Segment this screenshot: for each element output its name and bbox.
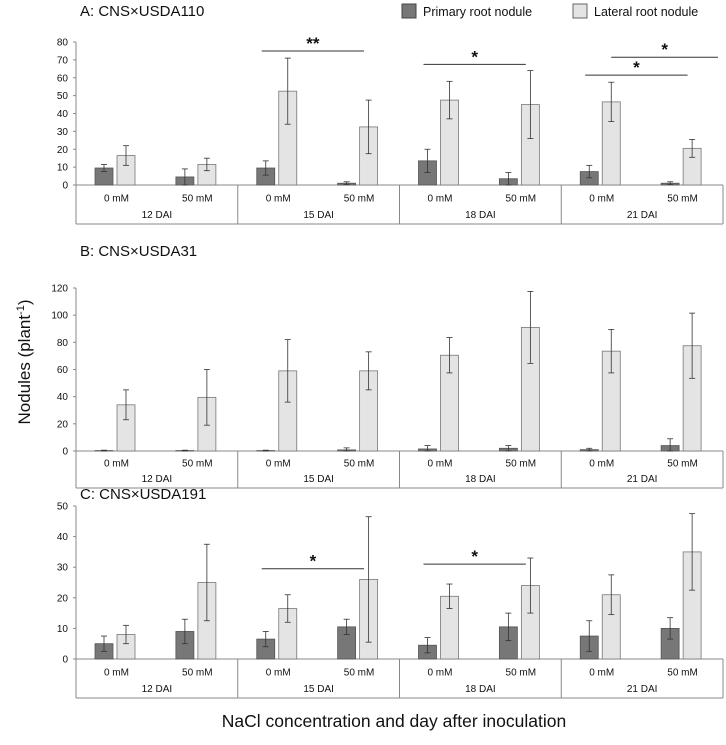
- group-label: 21 DAI: [627, 474, 658, 485]
- nacl-label: 0 mM: [266, 459, 291, 470]
- group-label: 18 DAI: [465, 684, 496, 695]
- y-tick-label: 20: [57, 145, 69, 156]
- y-tick-label: 0: [62, 447, 68, 458]
- significance-marker: *: [471, 47, 478, 66]
- group-label: 12 DAI: [142, 684, 173, 695]
- legend-swatch-primary: [402, 4, 416, 18]
- nacl-label: 50 mM: [182, 668, 213, 679]
- y-tick-label: 40: [57, 392, 69, 403]
- nacl-label: 0 mM: [589, 194, 614, 205]
- panel-0: A: CNS×USDA110 0 10 20 30 40 50 60 70 80 12 DAI 0 m…: [57, 3, 723, 224]
- significance-marker: *: [471, 547, 478, 566]
- y-tick-label: 30: [57, 127, 69, 138]
- group-label: 18 DAI: [465, 210, 496, 221]
- x-axis-label: NaCl concentration and day after inocula…: [222, 711, 566, 731]
- y-axis-label: Nodules (plant-1): [15, 299, 34, 424]
- y-tick-label: 0: [62, 181, 68, 192]
- y-axis-label-close: ): [15, 299, 34, 305]
- nacl-label: 0 mM: [104, 194, 129, 205]
- nacl-label: 0 mM: [266, 668, 291, 679]
- group-label: 12 DAI: [142, 210, 173, 221]
- nacl-label: 50 mM: [344, 194, 375, 205]
- legend-label-lateral: Lateral root nodule: [594, 5, 698, 19]
- nacl-label: 0 mM: [427, 668, 452, 679]
- nacl-label: 50 mM: [182, 194, 213, 205]
- legend: Primary root nodule Lateral root nodule: [402, 4, 698, 19]
- nacl-label: 0 mM: [266, 194, 291, 205]
- nacl-label: 50 mM: [182, 459, 213, 470]
- y-tick-label: 10: [57, 163, 69, 174]
- nacl-label: 50 mM: [344, 459, 375, 470]
- y-tick-label: 20: [57, 593, 69, 604]
- y-tick-label: 30: [57, 563, 69, 574]
- nacl-label: 50 mM: [667, 668, 698, 679]
- nacl-label: 50 mM: [506, 668, 537, 679]
- panel-title: A: CNS×USDA110: [80, 3, 204, 20]
- nacl-label: 50 mM: [667, 459, 698, 470]
- y-tick-label: 40: [57, 532, 69, 543]
- significance-marker: *: [661, 40, 668, 59]
- significance-marker: *: [310, 552, 317, 571]
- nacl-label: 50 mM: [344, 668, 375, 679]
- y-tick-label: 50: [57, 91, 69, 102]
- y-tick-label: 10: [57, 624, 69, 635]
- significance-marker: *: [633, 58, 640, 77]
- nacl-label: 0 mM: [589, 668, 614, 679]
- y-tick-label: 0: [62, 655, 68, 666]
- y-tick-label: 80: [57, 38, 69, 49]
- group-label: 21 DAI: [627, 210, 658, 221]
- y-tick-label: 120: [51, 284, 68, 295]
- panel-title: B: CNS×USDA31: [80, 243, 197, 260]
- y-tick-label: 20: [57, 419, 69, 430]
- y-tick-label: 80: [57, 338, 69, 349]
- panels: A: CNS×USDA110 0 10 20 30 40 50 60 70 80 12 DAI 0 m…: [51, 3, 723, 698]
- y-tick-label: 40: [57, 109, 69, 120]
- panel-1: B: CNS×USDA31 0 20 40 60 80 100 120 12 DAI 0 mM 50…: [51, 243, 723, 488]
- group-label: 12 DAI: [142, 474, 173, 485]
- y-axis-label-superscript: -1: [15, 305, 27, 315]
- panel-2: C: CNS×USDA191 0 10 20 30 40 50 12 DAI 0 mM 50 mM…: [57, 486, 723, 698]
- legend-swatch-lateral: [573, 4, 587, 18]
- nacl-label: 0 mM: [427, 194, 452, 205]
- panel-title: C: CNS×USDA191: [80, 486, 206, 503]
- group-label: 21 DAI: [627, 684, 658, 695]
- group-label: 15 DAI: [303, 210, 334, 221]
- nacl-label: 50 mM: [506, 459, 537, 470]
- y-tick-label: 60: [57, 365, 69, 376]
- nacl-label: 0 mM: [104, 668, 129, 679]
- y-axis-label-main: Nodules (plant: [15, 315, 34, 425]
- y-tick-label: 60: [57, 73, 69, 84]
- nacl-label: 50 mM: [667, 194, 698, 205]
- y-tick-label: 70: [57, 55, 69, 66]
- nacl-label: 50 mM: [506, 194, 537, 205]
- nacl-label: 0 mM: [589, 459, 614, 470]
- nacl-label: 0 mM: [427, 459, 452, 470]
- group-label: 15 DAI: [303, 684, 334, 695]
- y-tick-label: 50: [57, 502, 69, 513]
- nacl-label: 0 mM: [104, 459, 129, 470]
- y-tick-label: 100: [51, 311, 68, 322]
- group-label: 15 DAI: [303, 474, 334, 485]
- significance-marker: **: [306, 34, 320, 53]
- group-label: 18 DAI: [465, 474, 496, 485]
- legend-label-primary: Primary root nodule: [423, 5, 532, 19]
